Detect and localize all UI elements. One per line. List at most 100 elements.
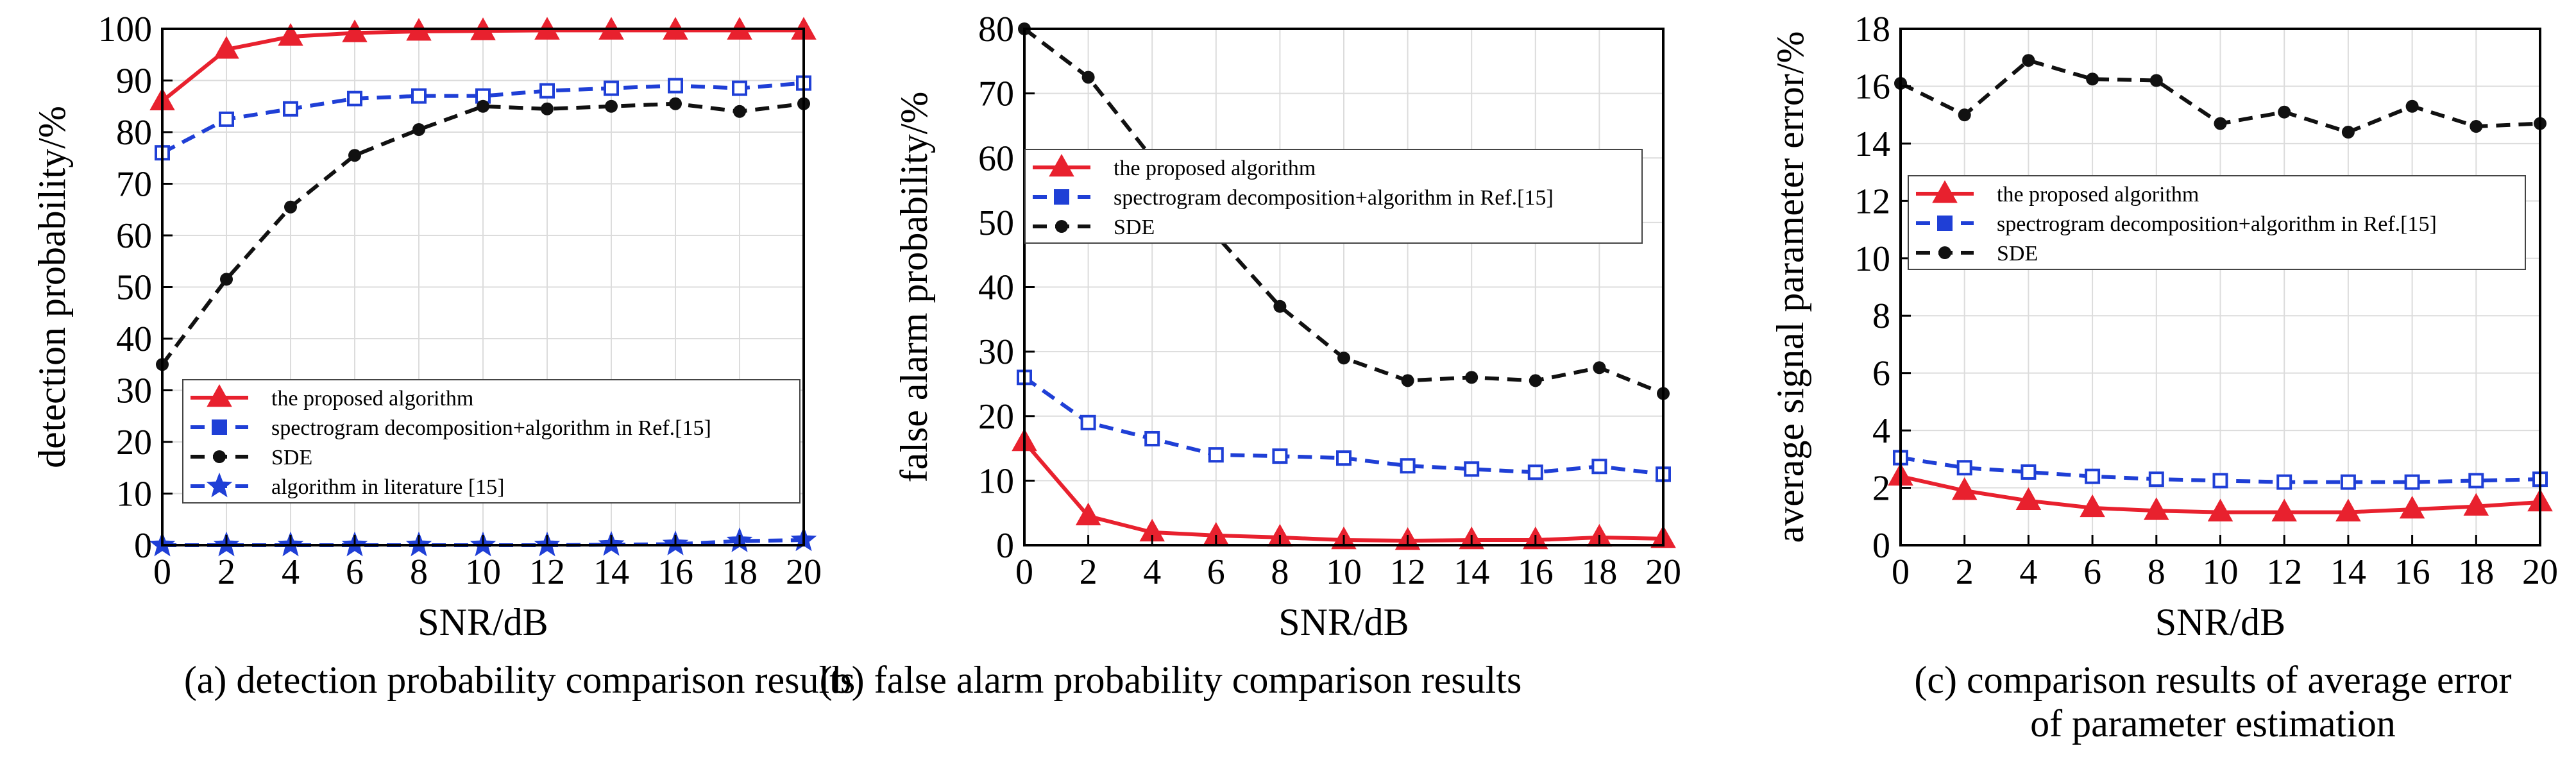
legend-label: algorithm in literature [15] [271,475,505,499]
x-tick-label: 8 [2148,552,2165,592]
y-tick-label: 20 [978,397,1014,437]
data-point-8 [2399,496,2425,519]
data-point-6 [2278,105,2291,119]
x-tick-label: 8 [1271,552,1289,592]
x-tick-label: 4 [282,552,300,592]
data-point-legend [212,419,227,435]
data-point-7 [2340,474,2356,490]
series-2 [1017,369,1671,482]
data-point-1 [219,111,234,127]
data-point-5 [477,99,489,113]
data-point-4 [412,123,425,136]
y-tick-label: 70 [978,74,1014,114]
chart-panel-2: 0 2 4 6 8 10 12 14 16 18 20 0 10 20 30 40 50 60 70 80 SNR/dB… [820,10,1681,701]
y-tick-label: 16 [1854,67,1890,106]
x-axis-label: SNR/dB [418,601,548,643]
y-tick-label: 0 [996,526,1014,566]
data-point-6 [1401,374,1414,387]
x-tick-label: 0 [1892,552,1910,592]
legend-entry-3: SDE [191,446,312,470]
data-point-7 [1465,371,1479,384]
legend-label: SDE [1114,216,1155,239]
data-point-legend [1049,153,1074,177]
legend-entry-2: spectrogram decomposition+algorithm in R… [1033,186,1554,210]
y-axis: 0 10 20 30 40 50 60 70 80 90 100 [98,10,173,566]
caption-line: (a) detection probability comparison res… [184,659,855,701]
chart-panel-3: 0 2 4 6 8 10 12 14 16 18 20 0 2 4 6 8 10 12 14 16 18 SNR/dB av… [1769,10,2558,745]
x-axis-label: SNR/dB [2155,601,2285,643]
data-point-legend [1054,189,1069,205]
data-point-5 [2207,498,2233,521]
data-point-2 [2015,487,2042,510]
data-point-6 [2271,498,2297,521]
data-point-9 [2468,473,2484,489]
data-point-3 [2086,72,2099,86]
data-point-9 [733,105,746,118]
y-tick-label: 70 [116,165,152,205]
data-point-9 [2470,120,2483,133]
y-tick-label: 60 [116,216,152,256]
data-point-1 [1080,414,1096,430]
data-point-1 [1958,108,1971,122]
y-tick-label: 4 [1872,411,1890,451]
data-point-2 [2021,464,2037,480]
x-tick-label: 14 [593,552,629,592]
data-point-1 [1951,477,1978,500]
data-point-legend [1932,180,1958,203]
data-point-2 [284,200,297,214]
series-line [160,101,804,366]
y-tick-label: 80 [978,10,1014,49]
x-axis: 0 2 4 6 8 10 12 14 16 18 20 [1015,535,1681,592]
x-tick-label: 6 [2083,552,2101,592]
legend-entry-3: SDE [1033,216,1155,239]
x-tick-label: 6 [346,552,364,592]
y-axis: 0 2 4 6 8 10 12 14 16 18 [1854,10,1911,566]
legend-entry-3: SDE [1916,242,2038,266]
data-point-legend [1055,220,1068,233]
x-axis: 0 2 4 6 8 10 12 14 16 18 20 [1892,535,2558,592]
legend-label: spectrogram decomposition+algorithm in R… [271,416,711,440]
y-tick-label: 100 [98,10,152,49]
legend-entry-1: the proposed algorithm [1033,153,1316,180]
y-tick-label: 30 [978,332,1014,372]
data-point-9 [732,80,747,96]
data-point-7 [604,80,619,96]
y-tick-label: 90 [116,62,152,101]
x-tick-label: 12 [529,552,565,592]
legend-entry-1: the proposed algorithm [1916,180,2199,207]
x-tick-label: 0 [1015,552,1033,592]
data-point-legend [207,384,232,407]
y-axis: 0 10 20 30 40 50 60 70 80 [978,10,1035,566]
y-tick-label: 40 [116,319,152,359]
data-point-8 [669,97,682,110]
data-point-8 [1529,374,1542,387]
y-tick-label: 18 [1854,10,1890,49]
x-tick-label: 10 [465,552,501,592]
caption-line: of parameter estimation [2030,702,2396,745]
data-point-legend [213,450,226,463]
x-tick-label: 2 [1956,552,1974,592]
y-axis-label: average signal parameter error/% [1769,31,1811,543]
data-point-4 [2144,497,2169,520]
data-point-8 [668,78,683,94]
legend-entry-4: algorithm in literature [15] [191,472,505,499]
data-point-5 [2214,117,2227,130]
x-tick-label: 18 [2458,552,2494,592]
x-tick-label: 12 [2266,552,2302,592]
data-point-7 [2335,498,2361,521]
y-tick-label: 10 [116,475,152,514]
caption-line: (b) false alarm probability comparison r… [820,659,1522,701]
data-point-5 [1337,351,1350,365]
x-tick-label: 20 [1645,552,1681,592]
series-2 [155,75,811,161]
series-2 [1893,450,2548,490]
x-tick-label: 20 [786,552,822,592]
data-point-1 [1956,460,1972,476]
legend-label: spectrogram decomposition+algorithm in R… [1114,186,1554,210]
x-tick-label: 8 [410,552,428,592]
x-tick-label: 16 [2394,552,2430,592]
data-point-6 [541,102,554,115]
chart-panel-1: 0 2 4 6 8 10 12 14 16 18 200102030405060708090100S… [31,10,855,701]
y-tick-label: 60 [978,139,1014,178]
